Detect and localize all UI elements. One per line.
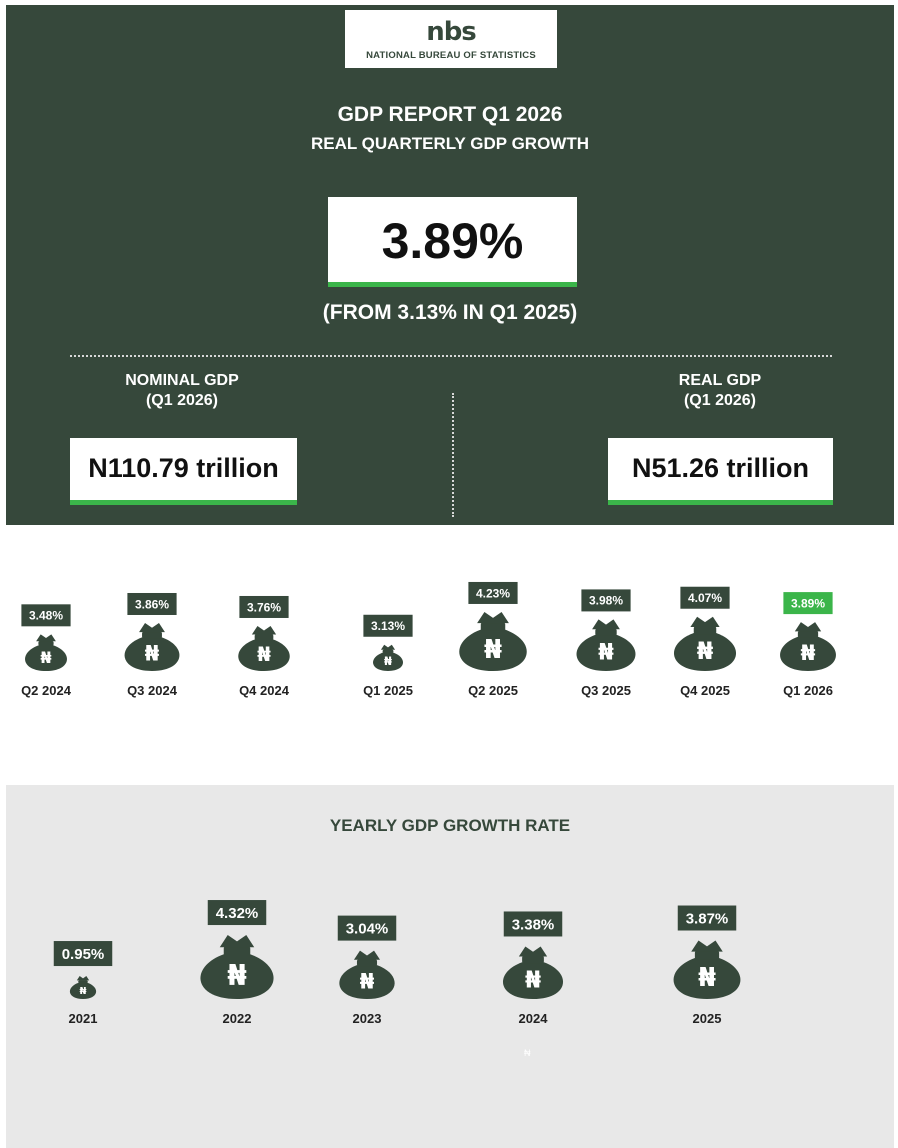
currency-mark: ₦ xyxy=(524,1048,531,1058)
data-label-text: 3.38% xyxy=(512,916,555,933)
nominal-gdp-label-line2: (Q1 2026) xyxy=(145,392,219,409)
money-bag-icon-currency-symbol: ₦ xyxy=(697,637,714,665)
category-label: 2022 xyxy=(223,1011,252,1026)
category-label: Q1 2026 xyxy=(783,683,833,698)
data-label xyxy=(503,911,563,937)
category-label: 2025 xyxy=(693,1011,722,1026)
data-label-text: 4.32% xyxy=(216,905,259,922)
report-title: GDP REPORT Q1 2026 xyxy=(337,103,563,126)
money-bag-icon xyxy=(200,935,274,999)
category-label: Q2 2024 xyxy=(21,683,72,698)
data-label xyxy=(363,614,413,637)
money-bag-icon xyxy=(459,611,527,671)
money-bag-icon xyxy=(673,616,737,671)
category-label: Q4 2025 xyxy=(680,683,730,698)
data-label-text: 0.95% xyxy=(62,946,105,963)
money-bag-icon-currency-symbol: ₦ xyxy=(598,640,614,666)
money-bag-icon xyxy=(339,950,395,999)
logo-name: NATIONAL BUREAU OF STATISTICS xyxy=(366,50,536,61)
data-label-text: 3.76% xyxy=(247,600,281,614)
money-bag-icon xyxy=(673,940,741,999)
nbs-logo: nbs NATIONAL BUREAU OF STATISTICS xyxy=(345,10,557,68)
money-bag-icon xyxy=(780,622,836,671)
category-label: 2021 xyxy=(69,1011,98,1026)
nominal-gdp-label-line1: NOMINAL GDP xyxy=(125,372,239,389)
real-gdp-label-line2: (Q1 2026) xyxy=(683,392,757,409)
quarterly-chart-svg: ₦ 3.48% Q2 2024 ₦ 3.86% Q3 2024 ₦ 3.76% Q4 2024 ₦… xyxy=(21,581,836,698)
yearly-chart-svg: ₦ 0.95% 2021 ₦ 4.32% 2022 ₦ 3.04% 2023 ₦ 3.38% 2024… xyxy=(53,900,741,1026)
data-label xyxy=(337,915,397,941)
data-label xyxy=(53,941,113,967)
money-bag-icon xyxy=(69,976,97,999)
yearly-growth-chart: YEARLY GDP GROWTH RATE ₦ 0.95% 2021 ₦ 4.32% 2… xyxy=(6,785,894,1148)
quarterly-growth-chart: ₦ 3.48% Q2 2024 ₦ 3.86% Q3 2024 ₦ 3.76% Q4 2024 ₦… xyxy=(0,525,898,785)
category-label: Q2 2025 xyxy=(468,683,518,698)
comparison-text: (FROM 3.13% IN Q1 2025) xyxy=(322,301,578,324)
category-label: 2024 xyxy=(519,1011,549,1026)
real-gdp-value: N51.26 trillion xyxy=(608,438,833,505)
money-bag-icon xyxy=(502,946,564,999)
data-label-text: 3.04% xyxy=(346,921,389,938)
real-gdp-label: REAL GDP (Q1 2026) xyxy=(620,371,820,411)
data-label-text: 4.07% xyxy=(688,591,722,605)
money-bag-icon xyxy=(576,619,636,671)
real-gdp-label-line1: REAL GDP xyxy=(678,372,762,389)
data-label-text: 3.98% xyxy=(589,594,623,608)
money-bag-icon-currency-symbol: ₦ xyxy=(698,963,716,993)
money-bag-icon xyxy=(25,634,67,671)
category-label: Q3 2024 xyxy=(127,683,178,698)
yearly-chart-title: YEARLY GDP GROWTH RATE xyxy=(329,816,571,835)
money-bag-icon-currency-symbol: ₦ xyxy=(384,654,392,668)
data-label-text: 3.48% xyxy=(29,609,63,623)
money-bag-icon-currency-symbol: ₦ xyxy=(484,635,502,665)
category-label: 2023 xyxy=(353,1011,382,1026)
money-bag-icon-currency-symbol: ₦ xyxy=(40,648,51,667)
money-bag-icon xyxy=(124,622,180,671)
money-bag-icon-currency-symbol: ₦ xyxy=(525,967,541,993)
money-bag-icon-currency-symbol: ₦ xyxy=(257,643,271,666)
data-label-text: 3.13% xyxy=(371,619,405,633)
category-label: Q3 2025 xyxy=(581,683,631,698)
nominal-gdp-value: N110.79 trillion xyxy=(70,438,297,505)
report-subtitle: REAL QUARTERLY GDP GROWTH xyxy=(310,134,589,153)
data-label xyxy=(21,604,71,627)
category-label: Q1 2025 xyxy=(363,683,413,698)
money-bag-icon-currency-symbol: ₦ xyxy=(79,986,86,997)
header-panel: nbs NATIONAL BUREAU OF STATISTICS GDP RE… xyxy=(6,5,894,525)
data-label xyxy=(783,592,833,615)
headline-growth-value: 3.89% xyxy=(328,197,577,287)
money-bag-icon-currency-symbol: ₦ xyxy=(145,640,160,665)
data-label xyxy=(207,900,267,926)
dotted-divider-horizontal xyxy=(70,355,832,357)
money-bag-icon xyxy=(238,625,290,671)
money-bag-icon-currency-symbol: ₦ xyxy=(801,641,816,666)
data-label-text: 3.86% xyxy=(135,597,169,611)
logo-mark: nbs xyxy=(426,17,477,47)
data-label-text: 3.87% xyxy=(686,910,729,927)
nominal-gdp-label: NOMINAL GDP (Q1 2026) xyxy=(82,371,282,411)
money-bag-icon-currency-symbol: ₦ xyxy=(227,959,247,992)
money-bag-icon-currency-symbol: ₦ xyxy=(360,968,375,993)
dotted-divider-vertical xyxy=(452,393,454,517)
data-label-text: 3.89% xyxy=(791,596,825,610)
data-label-text: 4.23% xyxy=(476,586,510,600)
data-label xyxy=(239,595,289,618)
data-label xyxy=(581,589,631,612)
data-label xyxy=(468,581,518,604)
data-label xyxy=(677,905,737,931)
money-bag-icon xyxy=(373,644,403,671)
data-label xyxy=(680,586,730,609)
data-label xyxy=(127,592,177,615)
category-label: Q4 2024 xyxy=(239,683,290,698)
